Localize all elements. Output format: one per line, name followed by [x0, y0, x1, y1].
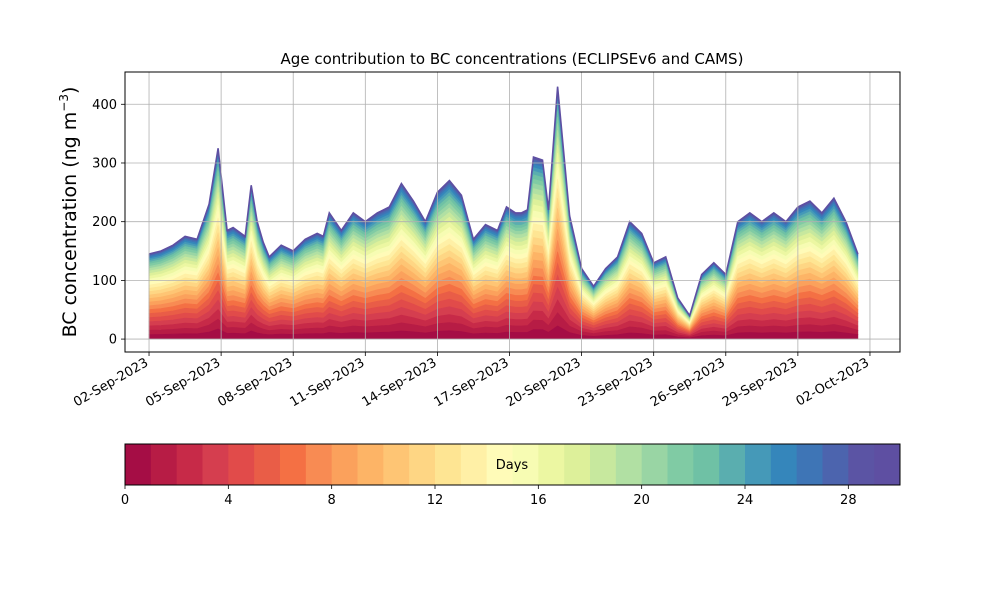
y-axis-label-superscript: −3 [57, 94, 71, 112]
y-axis-label: BC concentration (ng m−3) [57, 87, 81, 338]
colorbar-cell-26 [796, 444, 823, 485]
colorbar-tick-label-3: 12 [427, 493, 444, 508]
colorbar-tick-label-4: 16 [530, 493, 547, 508]
y-axis: 0 100 200 300 400 [92, 98, 125, 348]
colorbar-cell-7 [305, 444, 333, 485]
x-tick-label-2: 08-Sep-2023 [215, 355, 295, 410]
colorbar: Days 0 4 8 12 16 20 24 28 [121, 443, 901, 508]
colorbar-cell-25 [770, 444, 798, 485]
x-tick-label-10: 02-Oct-2023 [794, 355, 872, 409]
colorbar-cells [125, 444, 901, 485]
chart-title: Age contribution to BC concentrations (E… [281, 50, 744, 68]
colorbar-tick-label-2: 8 [328, 493, 336, 508]
colorbar-cell-22 [693, 444, 720, 485]
x-tick-label-0: 02-Sep-2023 [71, 355, 151, 410]
plot-area: 0 100 200 300 400 02-Sep-202305-Sep-202308-S… [71, 71, 901, 410]
colorbar-cell-8 [331, 444, 358, 485]
colorbar-tick-label-0: 0 [121, 493, 129, 508]
stacked-area-layers [148, 86, 859, 340]
colorbar-ticks: 0 4 8 12 16 20 24 28 [121, 485, 857, 508]
colorbar-cell-14 [486, 444, 513, 485]
axes-frame [124, 71, 901, 353]
y-tick-label-4: 400 [92, 98, 117, 113]
colorbar-cell-6 [280, 444, 307, 485]
colorbar-cell-13 [460, 444, 488, 485]
x-axis: 02-Sep-202305-Sep-202308-Sep-202311-Sep-… [71, 352, 872, 410]
x-tick-label-4: 14-Sep-2023 [360, 355, 440, 410]
y-axis-label-main: BC concentration (ng m [59, 112, 81, 338]
colorbar-cell-0 [125, 444, 152, 485]
colorbar-cell-17 [564, 444, 591, 485]
y-tick-label-2: 200 [92, 215, 117, 230]
colorbar-cell-21 [667, 444, 694, 485]
colorbar-cell-10 [383, 444, 410, 485]
y-tick-label-1: 100 [92, 274, 117, 289]
colorbar-cell-28 [848, 444, 875, 485]
colorbar-cell-24 [745, 444, 772, 485]
colorbar-cell-23 [719, 444, 746, 485]
colorbar-cell-1 [150, 444, 178, 485]
colorbar-label: Days [496, 458, 529, 473]
colorbar-cell-12 [435, 444, 462, 485]
colorbar-cell-9 [357, 444, 384, 485]
y-tick-label-0: 0 [109, 333, 117, 348]
colorbar-cell-4 [228, 444, 255, 485]
colorbar-cell-19 [615, 444, 643, 485]
x-tick-label-7: 23-Sep-2023 [576, 355, 656, 410]
colorbar-cell-2 [176, 444, 203, 485]
grid-lines [125, 72, 900, 352]
colorbar-tick-label-1: 4 [224, 493, 232, 508]
colorbar-cell-29 [874, 444, 901, 485]
colorbar-cell-16 [538, 444, 565, 485]
x-tick-label-9: 29-Sep-2023 [720, 355, 800, 410]
colorbar-tick-label-7: 28 [840, 493, 857, 508]
y-tick-label-3: 300 [92, 156, 117, 171]
x-tick-label-6: 20-Sep-2023 [504, 355, 584, 410]
x-tick-label-3: 11-Sep-2023 [287, 355, 367, 410]
colorbar-cell-18 [590, 444, 617, 485]
colorbar-cell-27 [822, 444, 849, 485]
colorbar-cell-3 [202, 444, 229, 485]
colorbar-cell-5 [254, 444, 281, 485]
colorbar-cell-11 [409, 444, 436, 485]
colorbar-cell-20 [641, 444, 668, 485]
colorbar-cell-15 [512, 444, 539, 485]
x-tick-label-5: 17-Sep-2023 [432, 355, 512, 410]
x-tick-label-1: 05-Sep-2023 [143, 355, 223, 410]
colorbar-tick-label-6: 24 [737, 493, 754, 508]
x-tick-label-8: 26-Sep-2023 [648, 355, 728, 410]
y-axis-label-close: ) [59, 87, 81, 94]
colorbar-frame [124, 443, 901, 486]
colorbar-tick-label-5: 20 [633, 493, 650, 508]
